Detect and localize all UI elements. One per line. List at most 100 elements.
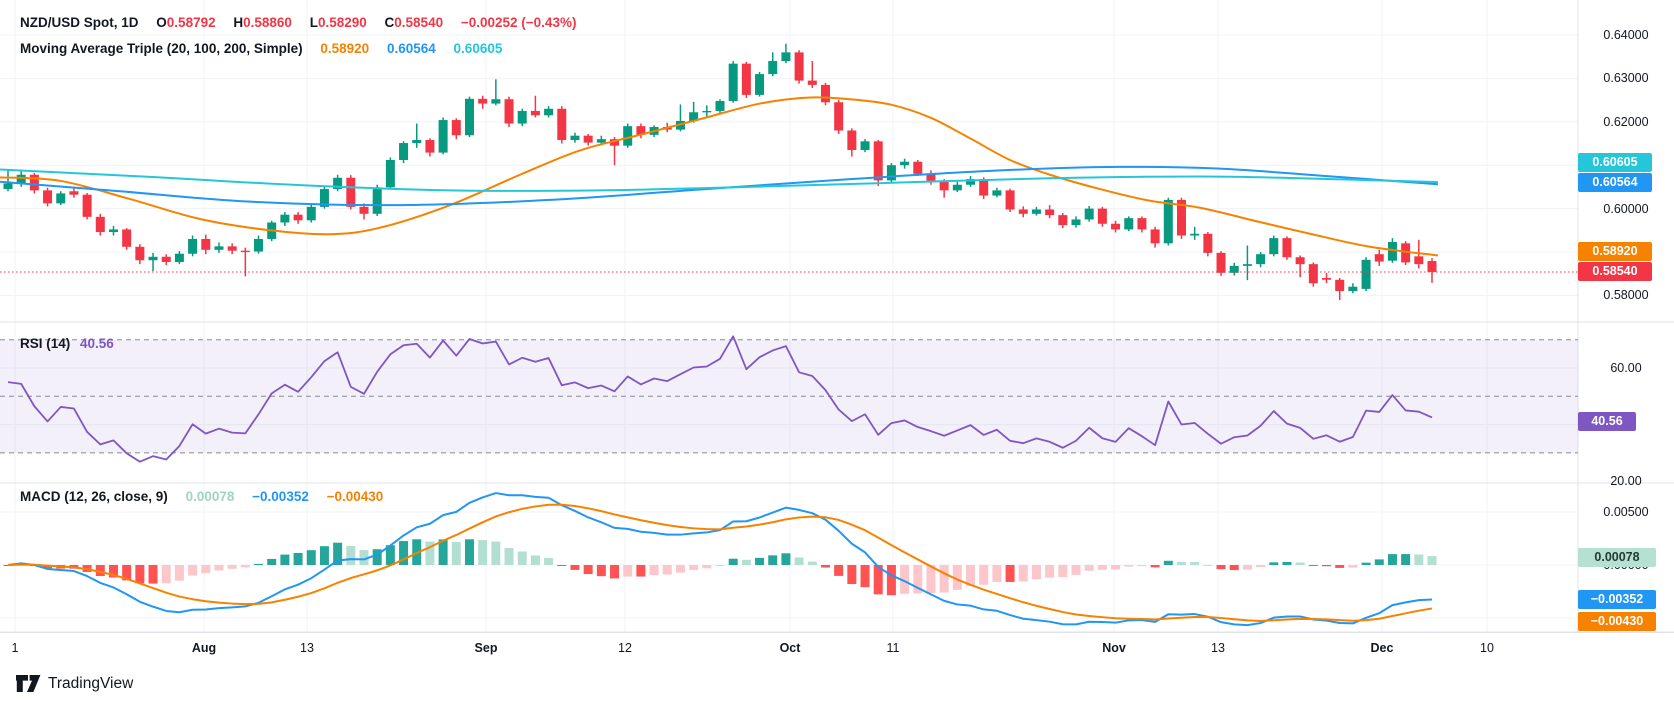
macd-histogram-bar (491, 541, 501, 565)
time-axis-label: Sep (474, 641, 498, 655)
macd-histogram-bar (122, 565, 132, 581)
macd-histogram-bar (1322, 565, 1332, 567)
macd-histogram-bar (174, 565, 184, 581)
candle (148, 256, 158, 261)
macd-histogram-bar (1150, 565, 1160, 568)
macd-histogram-bar (504, 548, 514, 565)
macd-histogram-bar (702, 565, 712, 569)
candle (16, 174, 26, 184)
candle (557, 108, 567, 141)
candle (992, 190, 1002, 196)
candle (174, 253, 184, 262)
open-key: O (156, 15, 167, 30)
ma-legend[interactable]: Moving Average Triple (20, 100, 200, Sim… (20, 41, 508, 56)
open-value: 0.58792 (166, 15, 216, 30)
candle (504, 99, 514, 124)
candle (1111, 223, 1121, 230)
sma-200-line (0, 168, 1439, 192)
macd-histogram-bar (1176, 561, 1186, 565)
candle (254, 238, 264, 252)
candle (1374, 254, 1384, 262)
candle (807, 80, 817, 85)
tradingview-mark-icon (16, 675, 41, 692)
macd-histogram-bar (1097, 565, 1107, 570)
macd-histogram-bar (610, 565, 620, 579)
change-value: −0.00252 (−0.43%) (460, 15, 577, 30)
price-badge: 0.60564 (1578, 173, 1652, 192)
macd-histogram-bar (95, 565, 105, 577)
macd-histogram-bar (359, 550, 369, 565)
macd-histogram-bar (557, 565, 567, 566)
rsi-legend[interactable]: RSI (14) 40.56 (20, 336, 120, 351)
candle (1427, 261, 1437, 272)
candle (1045, 209, 1055, 216)
candle (544, 108, 554, 116)
time-axis-label: 13 (1211, 641, 1225, 655)
macd-histogram-bar (517, 551, 527, 565)
price-axis-label: 0.58000 (1603, 288, 1649, 303)
candle (610, 139, 620, 146)
candle (1229, 265, 1239, 273)
macd-histogram-bar (649, 565, 659, 576)
macd-histogram-bar (979, 565, 989, 585)
candle (913, 161, 923, 174)
time-axis-label: Oct (779, 641, 801, 655)
candle (689, 112, 699, 121)
candle (636, 126, 646, 135)
macd-histogram-bar (886, 565, 896, 596)
candle (1295, 257, 1305, 265)
candle (1335, 279, 1345, 292)
time-axis[interactable]: 1 Aug 13 Sep 12 Oct 11 Nov 13 Dec 10 (0, 632, 1674, 667)
macd-histogram-bar (306, 550, 316, 565)
macd-histogram-bar (860, 565, 870, 588)
macd-histogram-bar (1387, 554, 1397, 565)
candle (873, 141, 883, 181)
candle (926, 173, 936, 182)
macd-axis-label: 0.00500 (1603, 505, 1649, 519)
candle (702, 110, 712, 113)
candle (372, 187, 382, 214)
macd-histogram-bar (1018, 565, 1028, 582)
macd-histogram-bar (992, 565, 1002, 582)
candle (412, 140, 422, 144)
macd-histogram-bar (201, 565, 211, 574)
macd-histogram-bar (1071, 565, 1081, 575)
macd-badge: −0.00430 (1578, 612, 1656, 631)
ma-legend-title: Moving Average Triple (20, 100, 200, Sim… (20, 41, 303, 56)
macd-histogram-bar (1427, 556, 1437, 565)
macd-histogram-bar (1190, 562, 1200, 565)
macd-legend[interactable]: MACD (12, 26, close, 9) 0.00078 −0.00352… (20, 489, 389, 504)
macd-histogram-bar (1203, 564, 1213, 566)
candle (399, 143, 409, 160)
candle (715, 100, 725, 111)
macd-histogram-bar (1308, 565, 1318, 566)
tradingview-logo[interactable]: TradingView (16, 674, 133, 693)
time-axis-label: Aug (191, 641, 217, 655)
macd-signal-line (7, 503, 1433, 622)
macd-histogram-bar (952, 565, 962, 590)
candle (240, 250, 250, 253)
candle (385, 159, 395, 188)
candle (728, 63, 738, 101)
macd-histogram-bar (596, 565, 606, 577)
macd-signal-value: −0.00430 (326, 489, 384, 504)
macd-histogram-bar (399, 541, 409, 565)
high-key: H (233, 15, 244, 30)
macd-histogram-bar (530, 555, 540, 565)
symbol-legend[interactable]: NZD/USD Spot, 1D O0.58792 H0.58860 L0.58… (20, 15, 582, 30)
macd-histogram-bar (1414, 554, 1424, 565)
macd-histogram-bar (214, 565, 224, 571)
candle (1216, 252, 1226, 273)
price-axis-label: 0.63000 (1603, 71, 1649, 86)
macd-histogram-bar (662, 565, 672, 575)
candle (1058, 215, 1068, 226)
macd-histogram-bar (43, 565, 53, 569)
macd-histogram-bar (913, 565, 923, 594)
macd-badge: −0.00352 (1578, 590, 1656, 609)
macd-legend-title: MACD (12, 26, close, 9) (20, 489, 168, 504)
candle (1269, 238, 1279, 255)
macd-histogram-bar (280, 554, 290, 565)
macd-histogram-bar (1256, 565, 1266, 568)
